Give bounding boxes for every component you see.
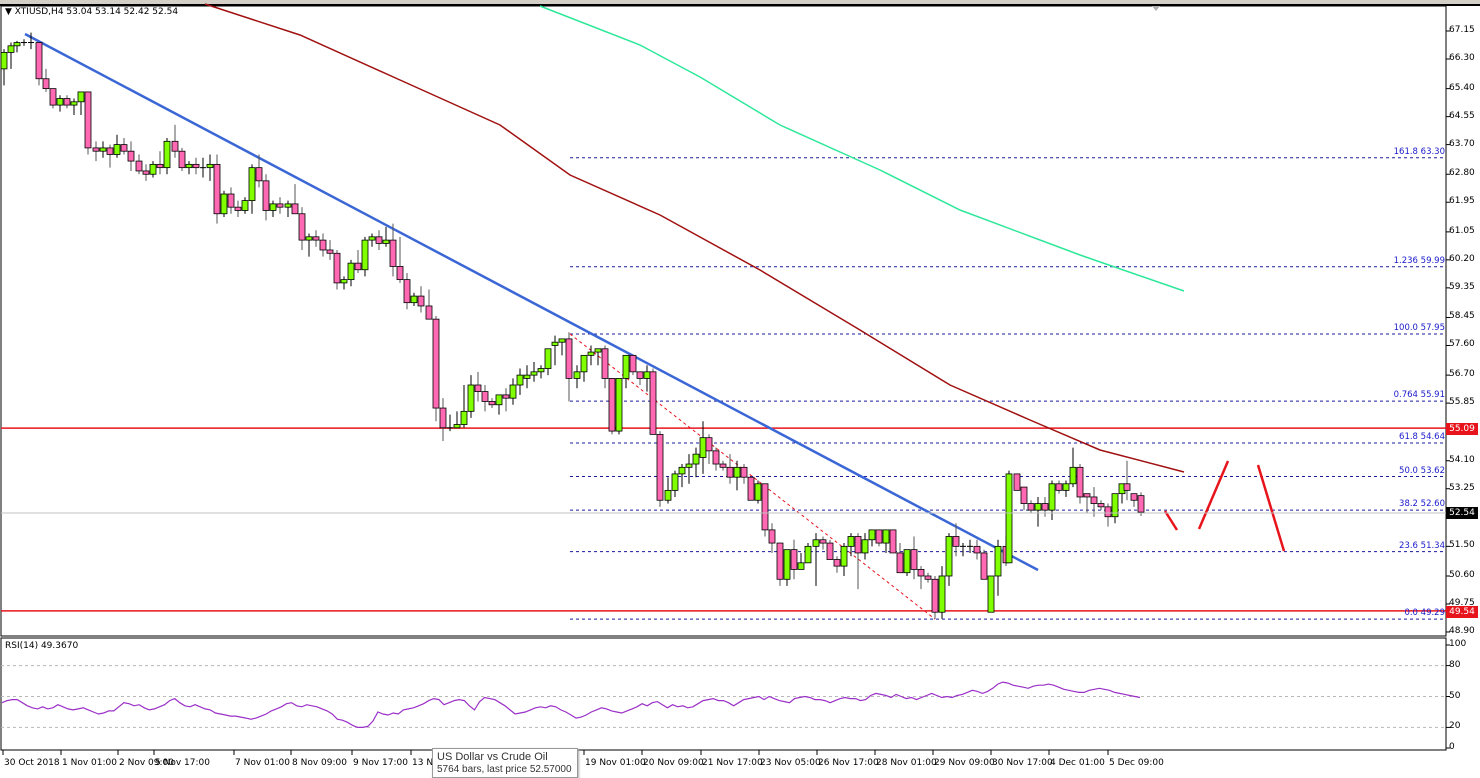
price-axis-ticks xyxy=(1446,30,1450,633)
time-axis-label: 30 Nov 17:00 xyxy=(992,758,1053,768)
time-axis-ticks xyxy=(2,750,1109,755)
time-axis-label: 5 Dec 09:00 xyxy=(1109,758,1164,768)
tooltip-detail: 5764 bars, last price 52.57000 xyxy=(437,764,572,775)
rsi-axis-label: 80 xyxy=(1449,659,1461,670)
fib-level-label: 100.0 57.95 xyxy=(1393,322,1445,333)
time-axis-label: 20 Nov 09:00 xyxy=(643,758,704,768)
support-price-box: 49.54 xyxy=(1446,606,1478,618)
price-axis-label: 64.55 xyxy=(1449,110,1475,121)
horizontal-lines[interactable] xyxy=(1,427,1446,612)
price-axis-label: 58.45 xyxy=(1449,311,1475,322)
fib-level-label: 38.2 52.60 xyxy=(1399,499,1445,510)
fib-level-label: 0.764 55.91 xyxy=(1393,390,1445,401)
main-pane-frame xyxy=(0,5,1447,637)
rsi-pane-frame xyxy=(0,637,1447,751)
chart-title: ▼ XTIUSD,H4 53.04 53.14 52.42 52.54 xyxy=(5,7,178,17)
rsi-title: RSI(14) 49.3670 xyxy=(5,641,79,651)
fib-level-label: 23.6 51.34 xyxy=(1399,540,1445,551)
time-axis-label: 26 Nov 17:00 xyxy=(818,758,879,768)
fib-level-label: 61.8 54.64 xyxy=(1399,431,1445,442)
price-axis-label: 56.70 xyxy=(1449,369,1475,380)
fib-diagonal xyxy=(569,333,936,620)
rsi-axis-label: 100 xyxy=(1449,639,1467,649)
price-axis-label: 61.95 xyxy=(1449,196,1475,207)
window-top-border xyxy=(0,0,1480,6)
time-axis-label: 19 Nov 01:00 xyxy=(585,758,646,768)
time-axis-label: 23 Nov 05:00 xyxy=(760,758,821,768)
time-axis-label: 28 Nov 01:00 xyxy=(876,758,937,768)
rsi-axis-label: 0 xyxy=(1449,742,1455,752)
projection-path xyxy=(1163,460,1286,552)
time-axis-label: 7 Nov 01:00 xyxy=(235,758,290,768)
resistance-price-box: 55.09 xyxy=(1446,423,1478,435)
price-axis-label: 67.15 xyxy=(1449,25,1475,35)
time-axis-label: 21 Nov 17:00 xyxy=(702,758,763,768)
time-axis-label: 13 Nov xyxy=(412,758,444,768)
time-axis-label: 29 Nov 09:00 xyxy=(934,758,995,768)
price-axis-label: 55.85 xyxy=(1449,397,1475,408)
price-axis-label: 57.60 xyxy=(1449,339,1475,350)
candles xyxy=(0,32,1145,619)
price-axis-label: 65.40 xyxy=(1449,82,1475,93)
price-axis-label: 60.20 xyxy=(1449,253,1475,264)
time-axis-label: 9 Nov 17:00 xyxy=(353,758,408,768)
time-axis-label: 2 Nov 09:00 xyxy=(119,758,174,768)
price-axis-label: 54.10 xyxy=(1449,454,1475,465)
ohlc-values: 53.04 53.14 52.42 52.54 xyxy=(66,7,179,17)
price-axis-label: 49.75 xyxy=(1449,597,1475,608)
trendline[interactable] xyxy=(24,32,1039,572)
symbol-timeframe: XTIUSD,H4 xyxy=(14,7,64,17)
time-axis-label: 1 Nov 01:00 xyxy=(62,758,117,768)
moving-averages xyxy=(204,3,1185,473)
fib-level-label: 1.236 59.99 xyxy=(1393,255,1445,266)
rsi-axis-label: 50 xyxy=(1449,690,1461,701)
time-axis-label: 4 Dec 01:00 xyxy=(1050,758,1105,768)
price-axis-label: 63.70 xyxy=(1449,138,1475,149)
symbol-tooltip: US Dollar vs Crude Oil 5764 bars, last p… xyxy=(432,748,578,778)
price-axis-label: 61.05 xyxy=(1449,225,1475,236)
fib-level-label: 50.0 53.62 xyxy=(1399,465,1445,476)
rsi-line xyxy=(1,644,1450,749)
price-axis-label: 66.30 xyxy=(1449,52,1475,63)
price-axis-label: 50.60 xyxy=(1449,569,1475,580)
time-axis-label: 5 Nov 17:00 xyxy=(155,758,210,768)
chart-shift-icon[interactable] xyxy=(1152,6,1160,11)
time-axis-label: 30 Oct 2018 xyxy=(4,758,60,768)
tooltip-title: US Dollar vs Crude Oil xyxy=(437,751,548,763)
price-axis-label: 59.35 xyxy=(1449,281,1475,292)
rsi-axis-label: 20 xyxy=(1449,721,1461,732)
current-price-box: 52.54 xyxy=(1446,507,1478,519)
price-axis-label: 51.50 xyxy=(1449,540,1475,551)
fib-level-label: 0.0 49.29 xyxy=(1404,608,1445,619)
price-axis-label: 62.80 xyxy=(1449,168,1475,179)
price-axis-label: 53.25 xyxy=(1449,482,1475,493)
triangle-down-icon[interactable]: ▼ xyxy=(5,7,12,17)
price-axis-label: 48.90 xyxy=(1449,625,1475,636)
fib-level-label: 161.8 63.30 xyxy=(1393,146,1445,157)
time-axis-label: 8 Nov 09:00 xyxy=(292,758,347,768)
